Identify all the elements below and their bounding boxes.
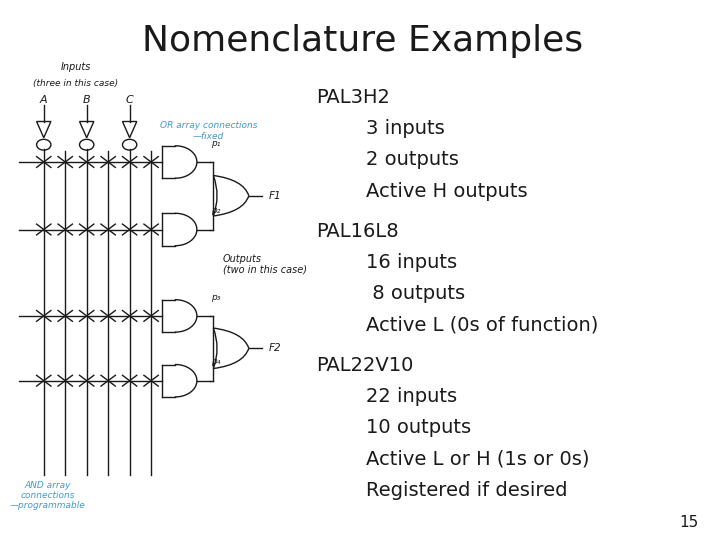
Text: connections: connections [20,491,75,500]
Text: 8 outputs: 8 outputs [315,284,465,303]
Text: F1: F1 [269,191,282,201]
Text: PAL16L8: PAL16L8 [315,221,398,241]
Text: A: A [40,95,48,105]
Text: B: B [83,95,91,105]
Text: PAL3H2: PAL3H2 [315,87,390,107]
Text: p₁: p₁ [211,139,220,147]
Text: 15: 15 [679,515,698,530]
Text: 10 outputs: 10 outputs [315,418,471,437]
Polygon shape [79,122,94,138]
Text: AND array: AND array [24,482,71,490]
Text: 22 inputs: 22 inputs [315,387,456,406]
Circle shape [37,139,51,150]
Text: p₂: p₂ [211,206,220,215]
Text: PAL22V10: PAL22V10 [315,355,413,375]
Text: —fixed: —fixed [193,132,224,140]
Text: C: C [126,95,133,105]
Text: Inputs: Inputs [60,63,91,72]
Text: Nomenclature Examples: Nomenclature Examples [142,24,582,58]
Text: 16 inputs: 16 inputs [315,253,456,272]
Text: Outputs: Outputs [222,254,261,264]
Text: (three in this case): (three in this case) [33,79,119,88]
Text: —programmable: —programmable [9,501,85,510]
Text: 3 inputs: 3 inputs [315,119,444,138]
Polygon shape [37,122,51,138]
Text: (two in this case): (two in this case) [222,265,307,275]
Text: 2 outputs: 2 outputs [315,150,459,170]
Text: OR array connections: OR array connections [160,121,257,130]
Text: Active H outputs: Active H outputs [315,181,527,201]
Text: p₄: p₄ [211,357,220,366]
Circle shape [79,139,94,150]
Text: F2: F2 [269,343,282,353]
Text: p₃: p₃ [211,293,220,301]
Text: Active L or H (1s or 0s): Active L or H (1s or 0s) [315,449,589,469]
Text: Active L (0s of function): Active L (0s of function) [315,315,598,335]
Circle shape [122,139,137,150]
Text: Registered if desired: Registered if desired [315,481,567,500]
Polygon shape [122,122,137,138]
